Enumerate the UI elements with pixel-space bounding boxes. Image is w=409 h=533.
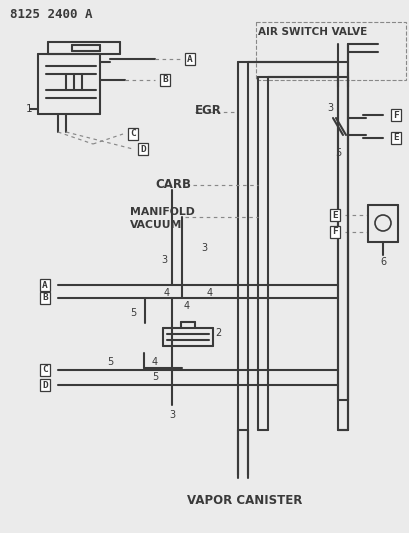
Text: A: A (187, 54, 192, 63)
Text: F: F (331, 228, 337, 237)
Text: VAPOR CANISTER: VAPOR CANISTER (187, 494, 302, 506)
Bar (255, 22, 405, 80)
Text: B: B (162, 76, 167, 85)
Text: C: C (42, 366, 48, 375)
Text: D: D (140, 144, 146, 154)
Text: VACUUM: VACUUM (130, 220, 182, 230)
Text: 6: 6 (379, 257, 385, 267)
Text: 5: 5 (334, 148, 340, 158)
Text: 3: 3 (161, 255, 166, 265)
Text: A: A (42, 280, 48, 289)
Text: 4: 4 (152, 357, 158, 367)
Text: AIR SWITCH VALVE: AIR SWITCH VALVE (257, 27, 366, 37)
Text: 1: 1 (26, 104, 33, 114)
Text: E: E (392, 133, 398, 142)
Text: D: D (42, 381, 48, 390)
Text: 5: 5 (151, 372, 158, 382)
Text: 4: 4 (207, 288, 213, 298)
Text: 8125 2400 A: 8125 2400 A (10, 7, 92, 20)
Text: EGR: EGR (195, 103, 221, 117)
Text: B: B (42, 294, 48, 303)
Text: 2: 2 (214, 328, 220, 338)
Text: 3: 3 (169, 410, 175, 420)
Text: 3: 3 (326, 103, 332, 113)
Text: 5: 5 (107, 357, 113, 367)
Text: F: F (392, 110, 398, 119)
Text: 5: 5 (130, 308, 136, 318)
Text: 4: 4 (164, 288, 170, 298)
Text: CARB: CARB (155, 179, 191, 191)
Text: 4: 4 (184, 301, 190, 311)
Text: 3: 3 (200, 243, 207, 253)
Text: C: C (130, 130, 135, 139)
Text: MANIFOLD: MANIFOLD (130, 207, 194, 217)
Text: E: E (331, 211, 337, 220)
